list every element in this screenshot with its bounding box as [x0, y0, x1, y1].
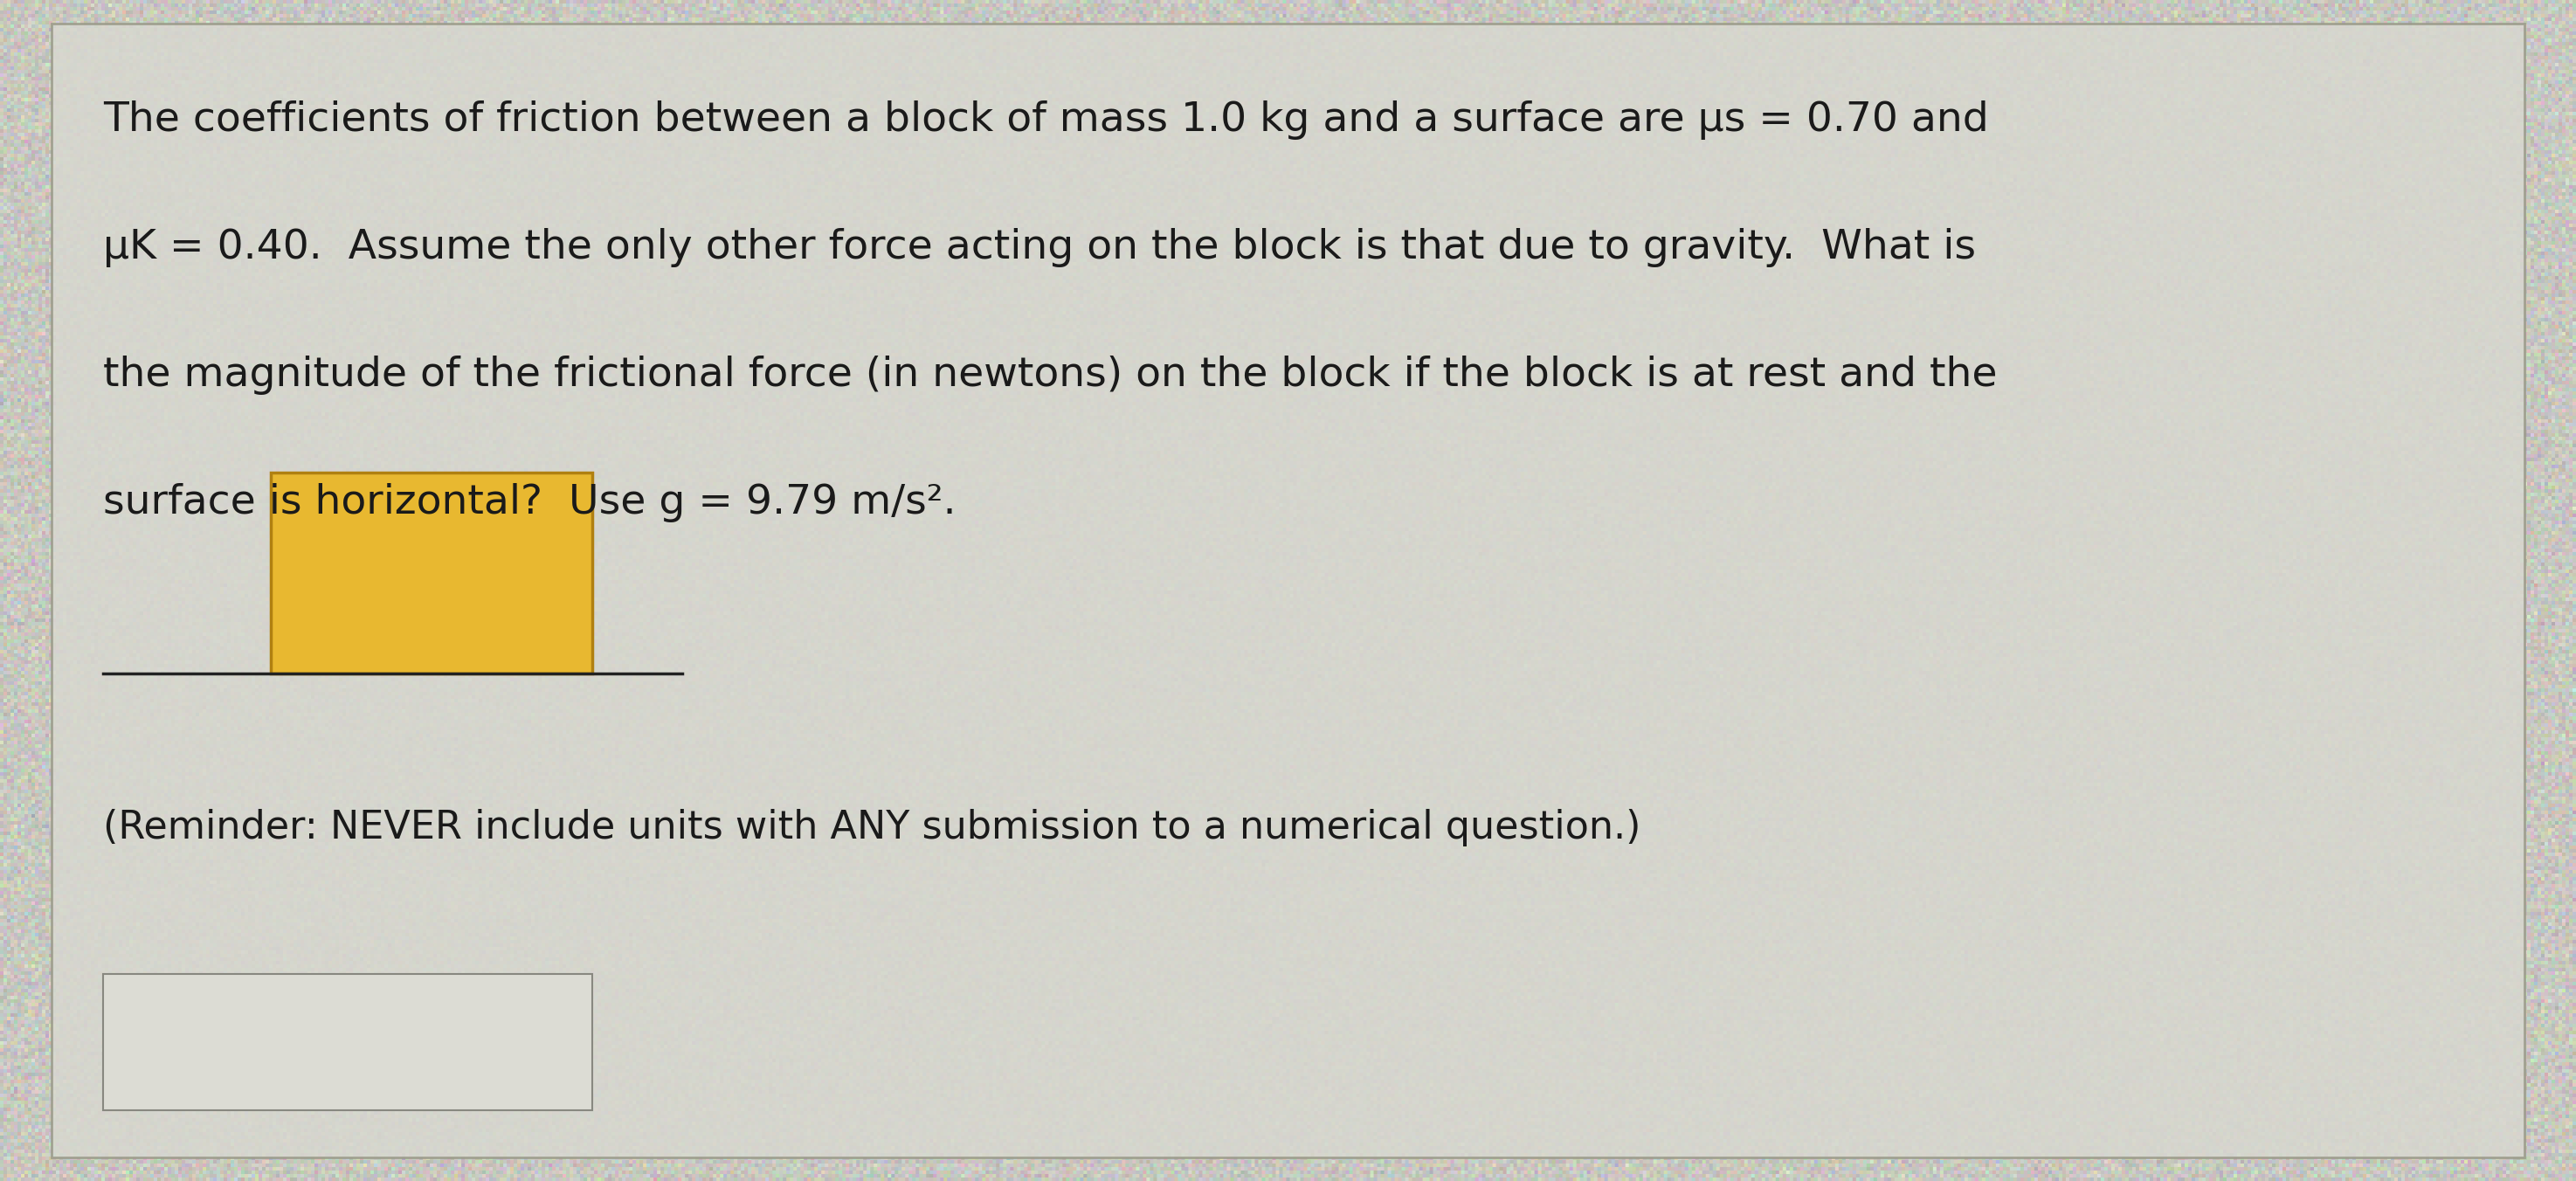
Text: the magnitude of the frictional force (in newtons) on the block if the block is : the magnitude of the frictional force (i…: [103, 355, 1996, 394]
FancyBboxPatch shape: [52, 24, 2524, 1157]
Text: surface is horizontal?  Use g = 9.79 m/s².: surface is horizontal? Use g = 9.79 m/s²…: [103, 483, 956, 522]
Bar: [103, 974, 592, 1110]
Text: The coefficients of friction between a block of mass 1.0 kg and a surface are μs: The coefficients of friction between a b…: [103, 100, 1989, 139]
Text: (Reminder: NEVER include units with ANY submission to a numerical question.): (Reminder: NEVER include units with ANY …: [103, 809, 1641, 847]
Text: μK = 0.40.  Assume the only other force acting on the block is that due to gravi: μK = 0.40. Assume the only other force a…: [103, 228, 1976, 267]
Bar: [270, 472, 592, 673]
